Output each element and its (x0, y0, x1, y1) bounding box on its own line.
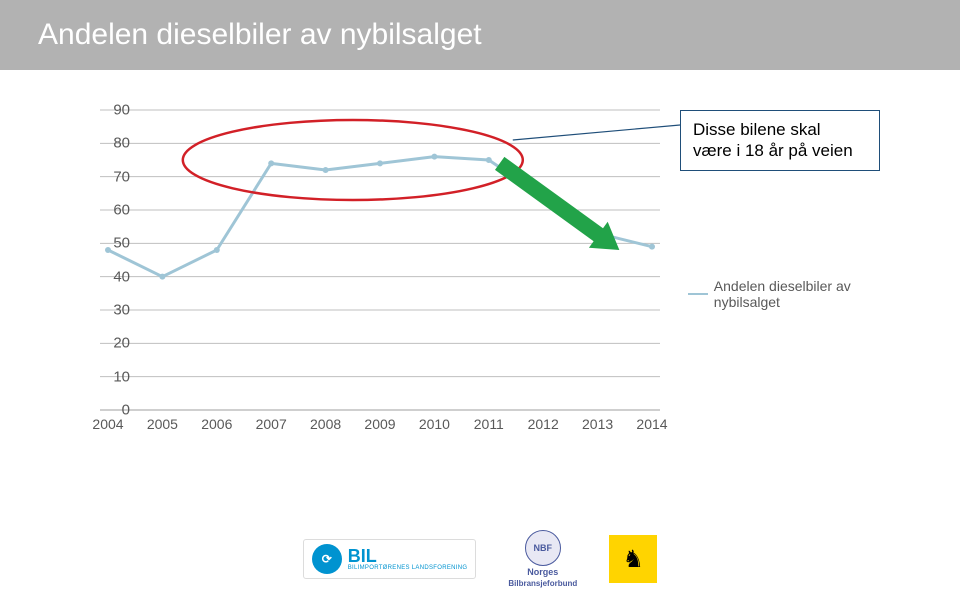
y-tick-label: 70 (70, 168, 130, 185)
x-tick-label: 2013 (582, 416, 613, 432)
legend-label: Andelen dieselbiler av nybilsalget (714, 278, 900, 310)
x-tick-label: 2008 (310, 416, 341, 432)
x-tick-label: 2006 (201, 416, 232, 432)
y-tick-label: 40 (70, 268, 130, 285)
nbf-badge-icon: NBF (525, 530, 561, 566)
x-tick-label: 2004 (92, 416, 123, 432)
nbf-line1: Norges (527, 568, 558, 577)
x-tick-label: 2009 (364, 416, 395, 432)
legend-swatch (688, 293, 708, 296)
bil-subtitle: BILIMPORTØRENES LANDSFORENING (348, 565, 468, 571)
y-tick-label: 10 (70, 368, 130, 385)
logo-row: ⟳ BIL BILIMPORTØRENES LANDSFORENING NBF … (0, 530, 960, 588)
page-title: Andelen dieselbiler av nybilsalget (38, 18, 482, 52)
x-tick-label: 2010 (419, 416, 450, 432)
callout-box: Disse bilene skal være i 18 år på veien (680, 110, 880, 171)
y-tick-label: 80 (70, 135, 130, 152)
x-tick-label: 2012 (528, 416, 559, 432)
logo-bil: ⟳ BIL BILIMPORTØRENES LANDSFORENING (303, 539, 477, 579)
y-tick-label: 30 (70, 302, 130, 319)
title-bar: Andelen dieselbiler av nybilsalget (0, 0, 960, 70)
chart-area: 0102030405060708090200420052006200720082… (60, 110, 900, 460)
chart-plot: 0102030405060708090200420052006200720082… (100, 110, 660, 410)
y-tick-label: 60 (70, 202, 130, 219)
bil-circle-icon: ⟳ (312, 544, 342, 574)
nbf-line2: Bilbransjeforbund (508, 579, 577, 588)
logo-naf: ♞ (609, 535, 657, 583)
line-chart-svg (100, 110, 660, 410)
logo-nbf: NBF Norges Bilbransjeforbund (508, 530, 577, 588)
callout-line2: være i 18 år på veien (693, 141, 853, 160)
x-tick-label: 2005 (147, 416, 178, 432)
y-tick-label: 50 (70, 235, 130, 252)
chart-legend: Andelen dieselbiler av nybilsalget (688, 278, 900, 310)
y-tick-label: 20 (70, 335, 130, 352)
x-tick-label: 2014 (636, 416, 667, 432)
naf-lion-icon: ♞ (622, 545, 644, 574)
x-tick-label: 2011 (474, 416, 504, 432)
bil-brand: BIL (348, 547, 468, 565)
callout-line1: Disse bilene skal (693, 120, 821, 139)
x-tick-label: 2007 (256, 416, 287, 432)
y-tick-label: 90 (70, 102, 130, 119)
bil-text: BIL BILIMPORTØRENES LANDSFORENING (348, 547, 468, 571)
